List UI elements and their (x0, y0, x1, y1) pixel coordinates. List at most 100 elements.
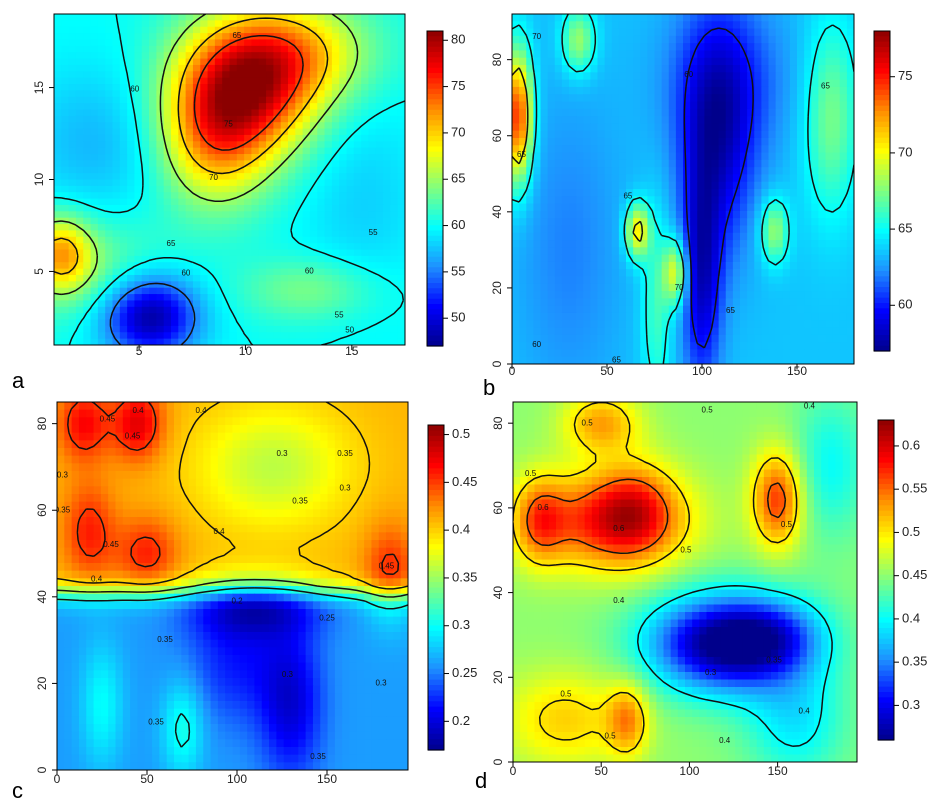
heat-cell (229, 268, 238, 276)
heat-cell (185, 166, 194, 174)
heat-cell (353, 103, 362, 111)
heat-cell (690, 181, 698, 190)
heat-cell (163, 154, 172, 162)
heat-cell (547, 130, 556, 139)
heat-cell (704, 261, 713, 270)
heat-cell (97, 268, 106, 276)
heat-cell (789, 320, 798, 329)
colorbar-step (427, 109, 443, 116)
heat-cell (846, 196, 854, 205)
heat-cell (711, 349, 720, 358)
heat-cell (626, 35, 634, 44)
heat-cell (554, 145, 563, 154)
heat-cell (134, 300, 143, 308)
heat-cell (626, 269, 634, 278)
heat-cell (661, 356, 670, 364)
heat-cell (804, 72, 812, 81)
heat-cell (295, 179, 304, 187)
heat-cell (811, 342, 819, 351)
heat-cell (747, 137, 755, 146)
heat-cell (171, 173, 179, 181)
heat-cell (97, 154, 106, 162)
contour-label: 70 (532, 32, 541, 41)
heat-cell (782, 356, 791, 364)
heat-cell (768, 65, 777, 73)
heat-cell (258, 122, 267, 130)
heat-cell (789, 101, 798, 110)
colorbar-step (427, 256, 443, 263)
heat-cell (782, 320, 791, 329)
heat-cell (178, 338, 187, 345)
heat-cell (302, 230, 311, 238)
heat-cell (540, 312, 549, 321)
heat-cell (163, 39, 172, 47)
heat-cell (214, 134, 223, 142)
heat-cell (754, 159, 762, 168)
heat-cell (178, 33, 187, 41)
heat-cell (761, 94, 770, 103)
heat-cell (661, 72, 670, 81)
heat-cell (846, 342, 854, 351)
heat-cell (576, 240, 584, 248)
heat-cell (654, 137, 663, 146)
heat-cell (576, 349, 584, 358)
heat-cell (576, 218, 584, 227)
heat-cell (163, 236, 172, 244)
heat-cell (309, 14, 318, 21)
heat-cell (547, 137, 556, 146)
heat-cell (61, 224, 70, 232)
heat-cell (119, 224, 128, 232)
heat-cell (811, 261, 819, 270)
heat-cell (704, 137, 713, 146)
heat-cell (178, 90, 187, 98)
heat-cell (61, 185, 70, 193)
heat-cell (83, 319, 92, 327)
heat-cell (266, 281, 274, 289)
heat-cell (97, 243, 106, 251)
heat-cell (119, 45, 128, 53)
heat-cell (526, 210, 534, 219)
heat-cell (675, 240, 684, 248)
heat-cell (554, 86, 563, 95)
heat-cell (134, 71, 143, 79)
heat-cell (761, 189, 770, 197)
heat-cell (54, 134, 62, 142)
contour-line (512, 14, 854, 364)
heat-cell (683, 247, 691, 256)
heat-cell (280, 39, 289, 47)
colorbar-step (874, 36, 890, 43)
heat-cell (251, 281, 260, 289)
heat-cell (818, 65, 827, 73)
heat-cell (804, 79, 812, 88)
heat-cell (171, 294, 179, 302)
heat-cell (214, 338, 223, 345)
heat-cell (258, 249, 267, 257)
heat-cell (533, 130, 542, 139)
heat-cell (597, 334, 606, 343)
colorbar-tick-label: 75 (451, 78, 465, 93)
heat-cell (825, 232, 834, 241)
heat-cell (597, 94, 606, 103)
heat-cell (207, 198, 216, 206)
heat-cell (236, 204, 245, 212)
heat-cell (818, 312, 827, 321)
heat-cell (214, 128, 223, 136)
heat-cell (83, 255, 92, 263)
contour-label: 70 (209, 173, 218, 182)
heat-cell (229, 115, 238, 123)
heat-cell (90, 204, 99, 212)
heat-cell (258, 262, 267, 270)
heat-cell (317, 217, 326, 225)
heat-cell (375, 39, 384, 47)
heat-cell (185, 287, 194, 295)
heat-cell (740, 108, 748, 117)
heat-cell (604, 35, 613, 44)
heat-cell (236, 198, 245, 206)
heat-cell (149, 122, 157, 130)
heat-cell (782, 72, 791, 81)
heat-cell (633, 101, 641, 110)
heat-cell (309, 33, 318, 41)
heat-cell (839, 349, 848, 358)
heat-cell (54, 58, 62, 66)
heat-cell (68, 115, 77, 123)
